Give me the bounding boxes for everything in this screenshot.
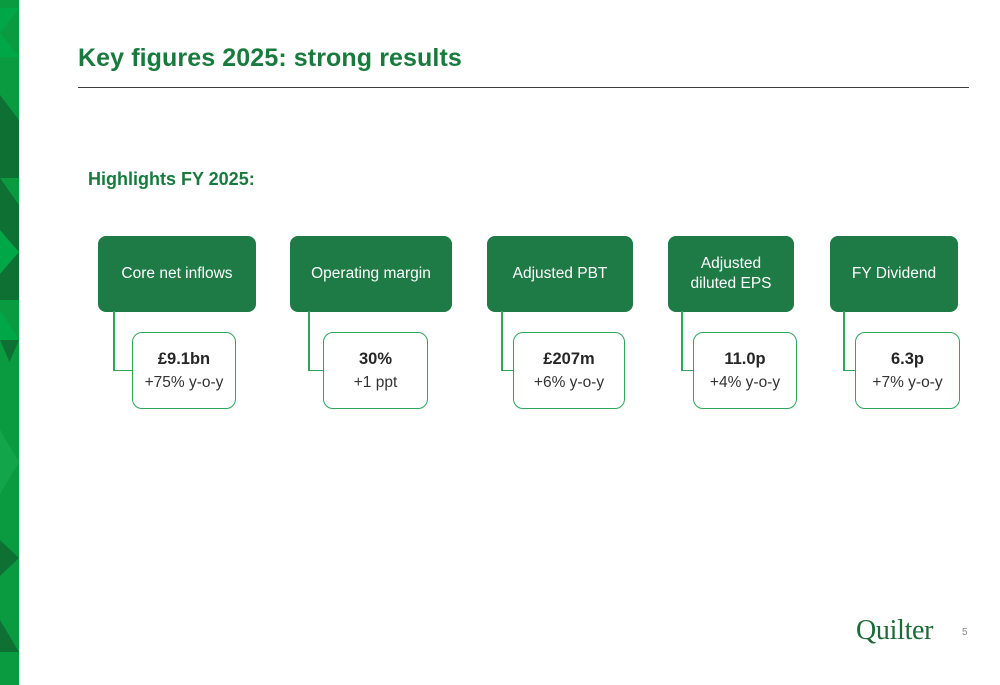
metric-change: +4% y-o-y [709, 373, 781, 391]
connector-vertical [501, 311, 503, 371]
card-label-text: FY Dividend [851, 264, 937, 282]
metric-box-adjusted-pbt: £207m +6% y-o-y [513, 332, 625, 409]
metric-change: +75% y-o-y [144, 373, 224, 391]
connector-horizontal [308, 369, 323, 371]
card-label-core-net-inflows: Core net inflows [98, 236, 256, 312]
page-title: Key figures 2025: strong results [78, 44, 462, 72]
metric-value: 30% [358, 349, 393, 368]
card-label-text: Operating margin [311, 264, 431, 282]
metric-value: £9.1bn [157, 349, 211, 368]
connector-horizontal [113, 369, 132, 371]
metric-change: +6% y-o-y [533, 373, 605, 391]
metric-change: +1 ppt [353, 373, 398, 391]
metric-change: +7% y-o-y [872, 373, 943, 391]
metric-box-adjusted-diluted-eps: 11.0p +4% y-o-y [693, 332, 797, 409]
card-label-operating-margin: Operating margin [290, 236, 452, 312]
left-decoration-strip [0, 0, 20, 685]
connector-horizontal [681, 369, 693, 371]
connector-horizontal [843, 369, 855, 371]
quilter-logo: Quilter [856, 615, 934, 646]
connector-vertical [113, 311, 115, 371]
page-number: 5 [962, 627, 968, 638]
card-label-text: Adjusted diluted EPS [690, 254, 772, 292]
metric-value: £207m [543, 349, 595, 368]
highlights-heading: Highlights FY 2025: [88, 169, 255, 189]
metric-box-core-net-inflows: £9.1bn +75% y-o-y [132, 332, 236, 409]
metric-value: 11.0p [724, 349, 766, 368]
card-label-text: Core net inflows [121, 264, 233, 282]
metric-value: 6.3p [890, 349, 925, 368]
metric-box-fy-dividend: 6.3p +7% y-o-y [855, 332, 960, 409]
metric-box-operating-margin: 30% +1 ppt [323, 332, 428, 409]
triangle-mosaic-icon [0, 0, 19, 685]
card-label-text: Adjusted PBT [512, 264, 608, 282]
connector-vertical [308, 311, 310, 371]
card-label-adjusted-pbt: Adjusted PBT [487, 236, 633, 312]
connector-vertical [681, 311, 683, 371]
connector-horizontal [501, 369, 513, 371]
connector-vertical [843, 311, 845, 371]
card-label-fy-dividend: FY Dividend [830, 236, 958, 312]
title-underline [78, 87, 969, 88]
card-label-adjusted-diluted-eps: Adjusted diluted EPS [668, 236, 794, 312]
